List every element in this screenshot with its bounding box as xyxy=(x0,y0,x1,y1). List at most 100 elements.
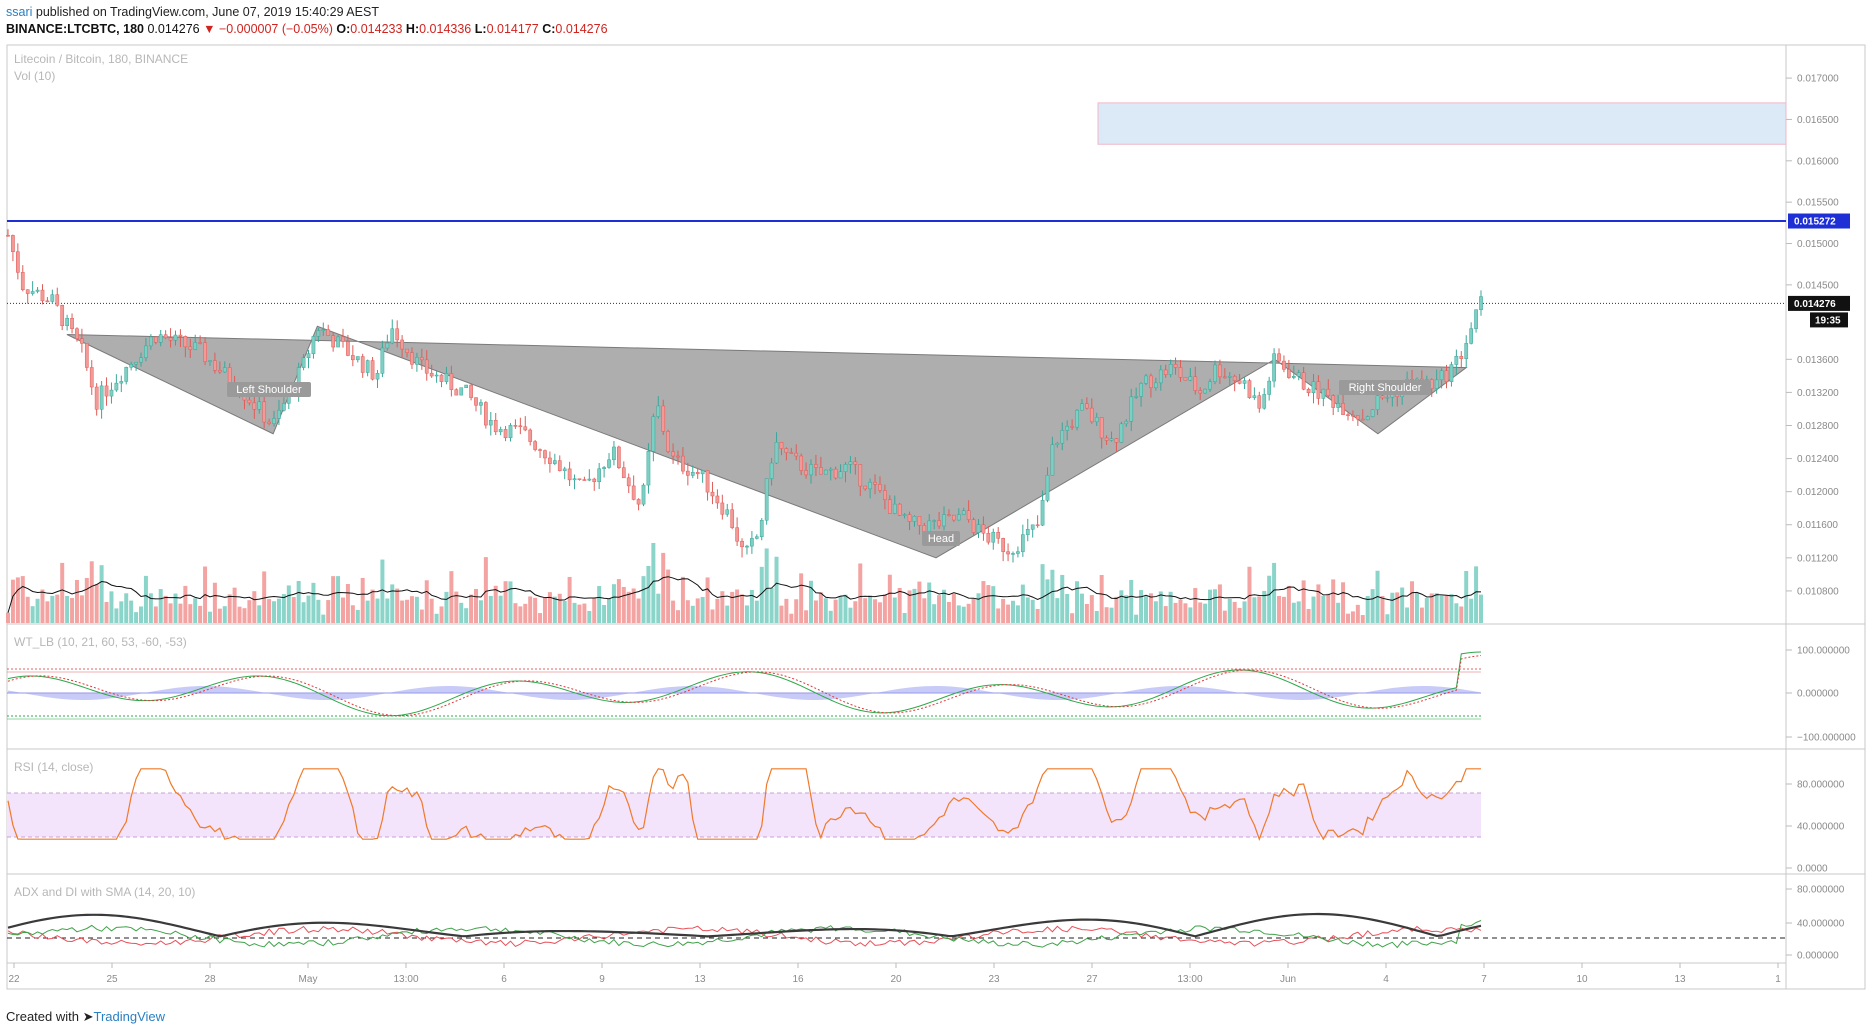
candle-body xyxy=(1375,395,1380,410)
close-label: C: xyxy=(542,22,556,36)
volume-bars xyxy=(6,543,1483,623)
candle-body xyxy=(459,387,464,396)
candle-body xyxy=(370,360,375,380)
volume-bar xyxy=(1227,598,1232,623)
volume-bar xyxy=(705,577,710,623)
candle-body xyxy=(267,421,271,424)
volume-bar xyxy=(1296,601,1301,623)
volume-bar xyxy=(873,599,878,623)
volume-bar xyxy=(572,602,577,623)
volume-bar xyxy=(542,597,547,623)
volume-bar xyxy=(735,589,740,623)
volume-bar xyxy=(1350,611,1355,623)
volume-bar xyxy=(40,589,45,623)
candle-body xyxy=(750,538,754,547)
volume-bar xyxy=(1030,599,1035,623)
volume-bar xyxy=(267,599,272,623)
candle-body xyxy=(6,234,10,237)
volume-bar xyxy=(1291,602,1296,623)
candle-body xyxy=(676,455,680,458)
candle-body xyxy=(587,478,592,481)
volume-bar xyxy=(1479,594,1483,623)
volume-bar xyxy=(74,579,79,623)
volume-bar xyxy=(1336,602,1341,623)
volume-bar xyxy=(1316,584,1321,623)
volume-bar xyxy=(45,601,50,623)
volume-bar xyxy=(1025,597,1030,623)
candle-body xyxy=(178,334,183,337)
candle-body xyxy=(1094,417,1099,423)
candle-body xyxy=(439,374,444,382)
candle-body xyxy=(1089,407,1094,423)
candle-body xyxy=(153,336,158,343)
volume-bar xyxy=(1252,597,1257,623)
candle-body xyxy=(794,452,799,457)
candle-body xyxy=(16,251,20,273)
candle-body xyxy=(25,289,30,294)
volume-bar xyxy=(139,606,144,623)
volume-bar xyxy=(1129,579,1134,623)
publisher-user[interactable]: ssari xyxy=(6,5,33,19)
target-zone[interactable] xyxy=(1097,102,1787,145)
candle-body xyxy=(144,345,148,358)
volume-bar xyxy=(207,611,212,623)
volume-bar xyxy=(848,607,853,623)
volume-bar xyxy=(1247,566,1252,623)
indicator-tick-label: 40.000000 xyxy=(1797,822,1845,833)
candle-body xyxy=(567,468,572,481)
candle-body xyxy=(942,514,946,527)
volume-bar xyxy=(764,548,769,623)
volume-bar xyxy=(1148,593,1153,623)
volume-bar xyxy=(966,603,971,623)
candle-body xyxy=(774,442,779,464)
volume-bar xyxy=(1360,615,1365,623)
volume-bar xyxy=(863,598,868,623)
candle-body xyxy=(789,452,794,454)
volume-pane-title: Vol (10) xyxy=(14,69,55,83)
candle-body xyxy=(612,446,616,461)
volume-bar xyxy=(917,581,922,623)
volume-bar xyxy=(198,605,203,623)
candle-body xyxy=(661,405,666,432)
volume-bar xyxy=(1454,603,1459,623)
candle-body xyxy=(1218,364,1222,378)
volume-bar xyxy=(79,595,84,623)
volume-bar xyxy=(469,594,474,623)
adx-line xyxy=(7,912,1482,938)
right-shoulder-label: Right Shoulder xyxy=(1349,382,1422,394)
candle-body xyxy=(1006,551,1010,555)
candle-body xyxy=(419,357,424,361)
candle-body xyxy=(666,431,670,452)
volume-bar xyxy=(424,580,429,623)
volume-bar xyxy=(971,598,976,623)
candle-body xyxy=(380,347,385,374)
candle-body xyxy=(892,503,897,514)
published-text: published on TradingView.com, June 07, 2… xyxy=(35,5,379,19)
volume-bar xyxy=(1242,601,1247,623)
candle-body xyxy=(1331,395,1336,408)
volume-bar xyxy=(55,594,60,623)
candle-body xyxy=(1222,376,1227,379)
candle-body xyxy=(695,472,700,475)
candle-body xyxy=(1119,423,1124,443)
volume-bar xyxy=(1178,599,1183,623)
candle-body xyxy=(759,519,764,537)
candle-body xyxy=(1464,343,1469,359)
time-tick-label: 20 xyxy=(890,974,902,985)
candle-body xyxy=(80,338,84,344)
candle-body xyxy=(11,235,15,252)
candle-body xyxy=(838,471,843,479)
volume-bar xyxy=(444,591,449,623)
candle-body xyxy=(1232,376,1237,381)
tradingview-brand[interactable]: TradingView xyxy=(93,1009,166,1024)
volume-bar xyxy=(877,602,882,623)
pattern-label-head: Head xyxy=(922,531,960,546)
candle-body xyxy=(341,336,345,342)
volume-bar xyxy=(1055,598,1060,623)
chart-border xyxy=(6,44,1866,990)
volume-bar xyxy=(1370,589,1375,623)
volume-bar xyxy=(759,566,764,623)
candle-body xyxy=(188,346,193,350)
volume-bar xyxy=(331,576,336,623)
